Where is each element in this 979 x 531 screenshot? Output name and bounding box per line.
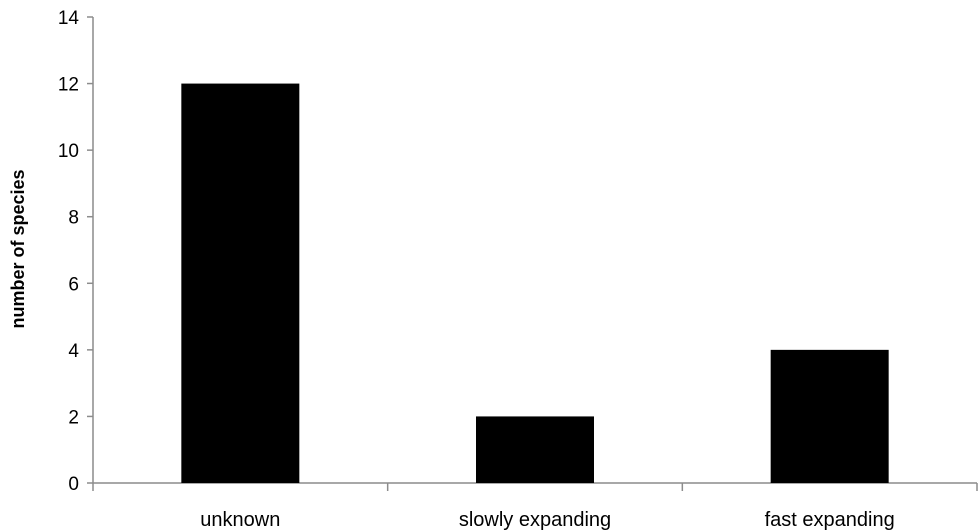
y-axis-title: number of species bbox=[8, 169, 28, 328]
y-tick-label: 4 bbox=[68, 341, 79, 362]
bars bbox=[181, 83, 889, 484]
bar-fast-expanding bbox=[770, 349, 889, 483]
y-tick-label: 8 bbox=[68, 208, 79, 229]
x-category-label: slowly expanding bbox=[459, 509, 611, 531]
x-category-label: unknown bbox=[200, 509, 280, 531]
y-tick-label: 12 bbox=[58, 75, 79, 96]
bar-unknown bbox=[181, 83, 300, 484]
y-tick-label: 14 bbox=[58, 8, 80, 29]
y-tick-label: 0 bbox=[68, 474, 79, 495]
y-tick-label: 6 bbox=[68, 274, 79, 295]
bar-slowly-expanding bbox=[476, 416, 594, 483]
x-axis: unknown slowly expanding fast expanding bbox=[92, 482, 978, 531]
y-tick-label: 2 bbox=[68, 407, 79, 428]
y-tick-label: 10 bbox=[58, 141, 79, 162]
y-axis: 0 2 4 6 8 10 12 14 bbox=[58, 8, 94, 495]
x-category-label: fast expanding bbox=[765, 509, 895, 531]
